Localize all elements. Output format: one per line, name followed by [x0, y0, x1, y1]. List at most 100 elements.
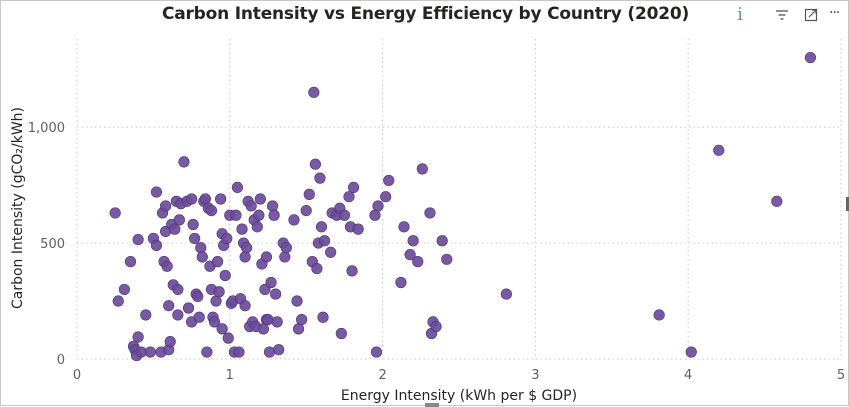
data-point: [343, 191, 355, 203]
data-point: [216, 323, 228, 335]
data-point: [291, 295, 303, 307]
data-point: [346, 265, 358, 277]
chart-title: Carbon Intensity vs Energy Efficiency by…: [161, 4, 690, 24]
data-point: [219, 269, 231, 282]
data-point: [241, 242, 253, 254]
data-point: [231, 181, 244, 194]
data-point: [771, 195, 783, 207]
info-icon[interactable]: i: [737, 4, 743, 25]
data-point: [653, 309, 665, 321]
data-point: [303, 188, 315, 200]
y-tick-label: 500: [40, 237, 65, 252]
data-point: [178, 156, 190, 168]
data-point: [150, 186, 163, 198]
data-point: [296, 313, 308, 326]
data-point: [213, 286, 225, 298]
data-point: [352, 223, 364, 235]
data-point: [430, 320, 442, 333]
data-point: [245, 200, 257, 212]
data-point: [280, 242, 292, 254]
data-point: [804, 51, 817, 64]
data-point: [163, 300, 175, 312]
data-point: [441, 253, 453, 265]
data-point: [257, 323, 270, 335]
focus-mode-icon[interactable]: [803, 7, 819, 23]
data-point: [253, 209, 265, 221]
data-point: [325, 246, 337, 258]
data-point: [215, 193, 227, 205]
data-point: [230, 209, 242, 221]
data-point: [268, 209, 280, 221]
data-point: [273, 344, 285, 356]
filter-icon[interactable]: [774, 7, 790, 23]
data-point: [279, 251, 291, 263]
data-point: [416, 163, 428, 175]
data-point: [263, 346, 276, 358]
data-point: [309, 158, 321, 170]
data-point: [140, 309, 152, 321]
data-point: [383, 174, 395, 187]
data-point: [308, 86, 320, 98]
axes: 0 500 1,000 0 1 2 3 4 5: [28, 121, 845, 383]
resize-handle-right[interactable]: [846, 197, 849, 211]
data-point: [189, 232, 201, 245]
data-point: [395, 276, 407, 289]
data-point: [109, 207, 121, 219]
x-tick-label: 2: [378, 368, 386, 383]
data-point: [436, 235, 448, 247]
data-point: [317, 311, 329, 323]
x-axis-label: Energy Intensity (kWh per $ GDP): [341, 388, 577, 404]
data-point: [407, 235, 419, 247]
data-point: [288, 214, 300, 226]
data-point: [144, 346, 156, 358]
data-point: [239, 251, 251, 263]
data-point: [132, 331, 144, 343]
data-point: [314, 172, 326, 184]
data-points: [109, 51, 817, 362]
data-point: [150, 239, 163, 251]
data-point: [192, 290, 204, 302]
data-point: [186, 193, 198, 205]
data-point: [347, 181, 360, 194]
data-point: [169, 223, 181, 235]
data-point: [369, 209, 381, 221]
data-point: [199, 193, 211, 205]
data-point: [412, 256, 424, 268]
data-point: [318, 235, 331, 247]
data-point: [315, 221, 328, 233]
data-point: [182, 302, 195, 314]
data-point: [254, 193, 266, 205]
resize-handle-bottom[interactable]: [425, 403, 439, 407]
data-point: [370, 346, 383, 358]
data-point: [222, 332, 234, 344]
data-point: [205, 204, 218, 217]
data-point: [265, 276, 277, 289]
data-point: [500, 288, 512, 300]
data-point: [187, 218, 199, 231]
data-point: [311, 262, 323, 275]
data-point: [260, 251, 273, 263]
more-options-icon[interactable]: ···: [829, 5, 840, 21]
data-point: [270, 288, 282, 300]
data-point: [398, 221, 410, 233]
x-tick-label: 4: [684, 368, 692, 383]
data-point: [161, 260, 173, 272]
data-point: [338, 209, 351, 221]
data-point: [132, 233, 144, 246]
y-tick-label: 0: [57, 353, 65, 368]
data-point: [112, 295, 124, 307]
data-point: [335, 327, 347, 340]
data-point: [124, 256, 137, 268]
data-point: [300, 204, 312, 217]
data-point: [271, 316, 283, 328]
data-point: [160, 200, 172, 212]
x-tick-label: 0: [73, 368, 81, 383]
data-point: [372, 200, 384, 212]
data-point: [164, 336, 176, 348]
data-point: [208, 316, 221, 328]
data-point: [424, 207, 436, 219]
data-point: [262, 313, 274, 326]
data-point: [118, 283, 130, 296]
